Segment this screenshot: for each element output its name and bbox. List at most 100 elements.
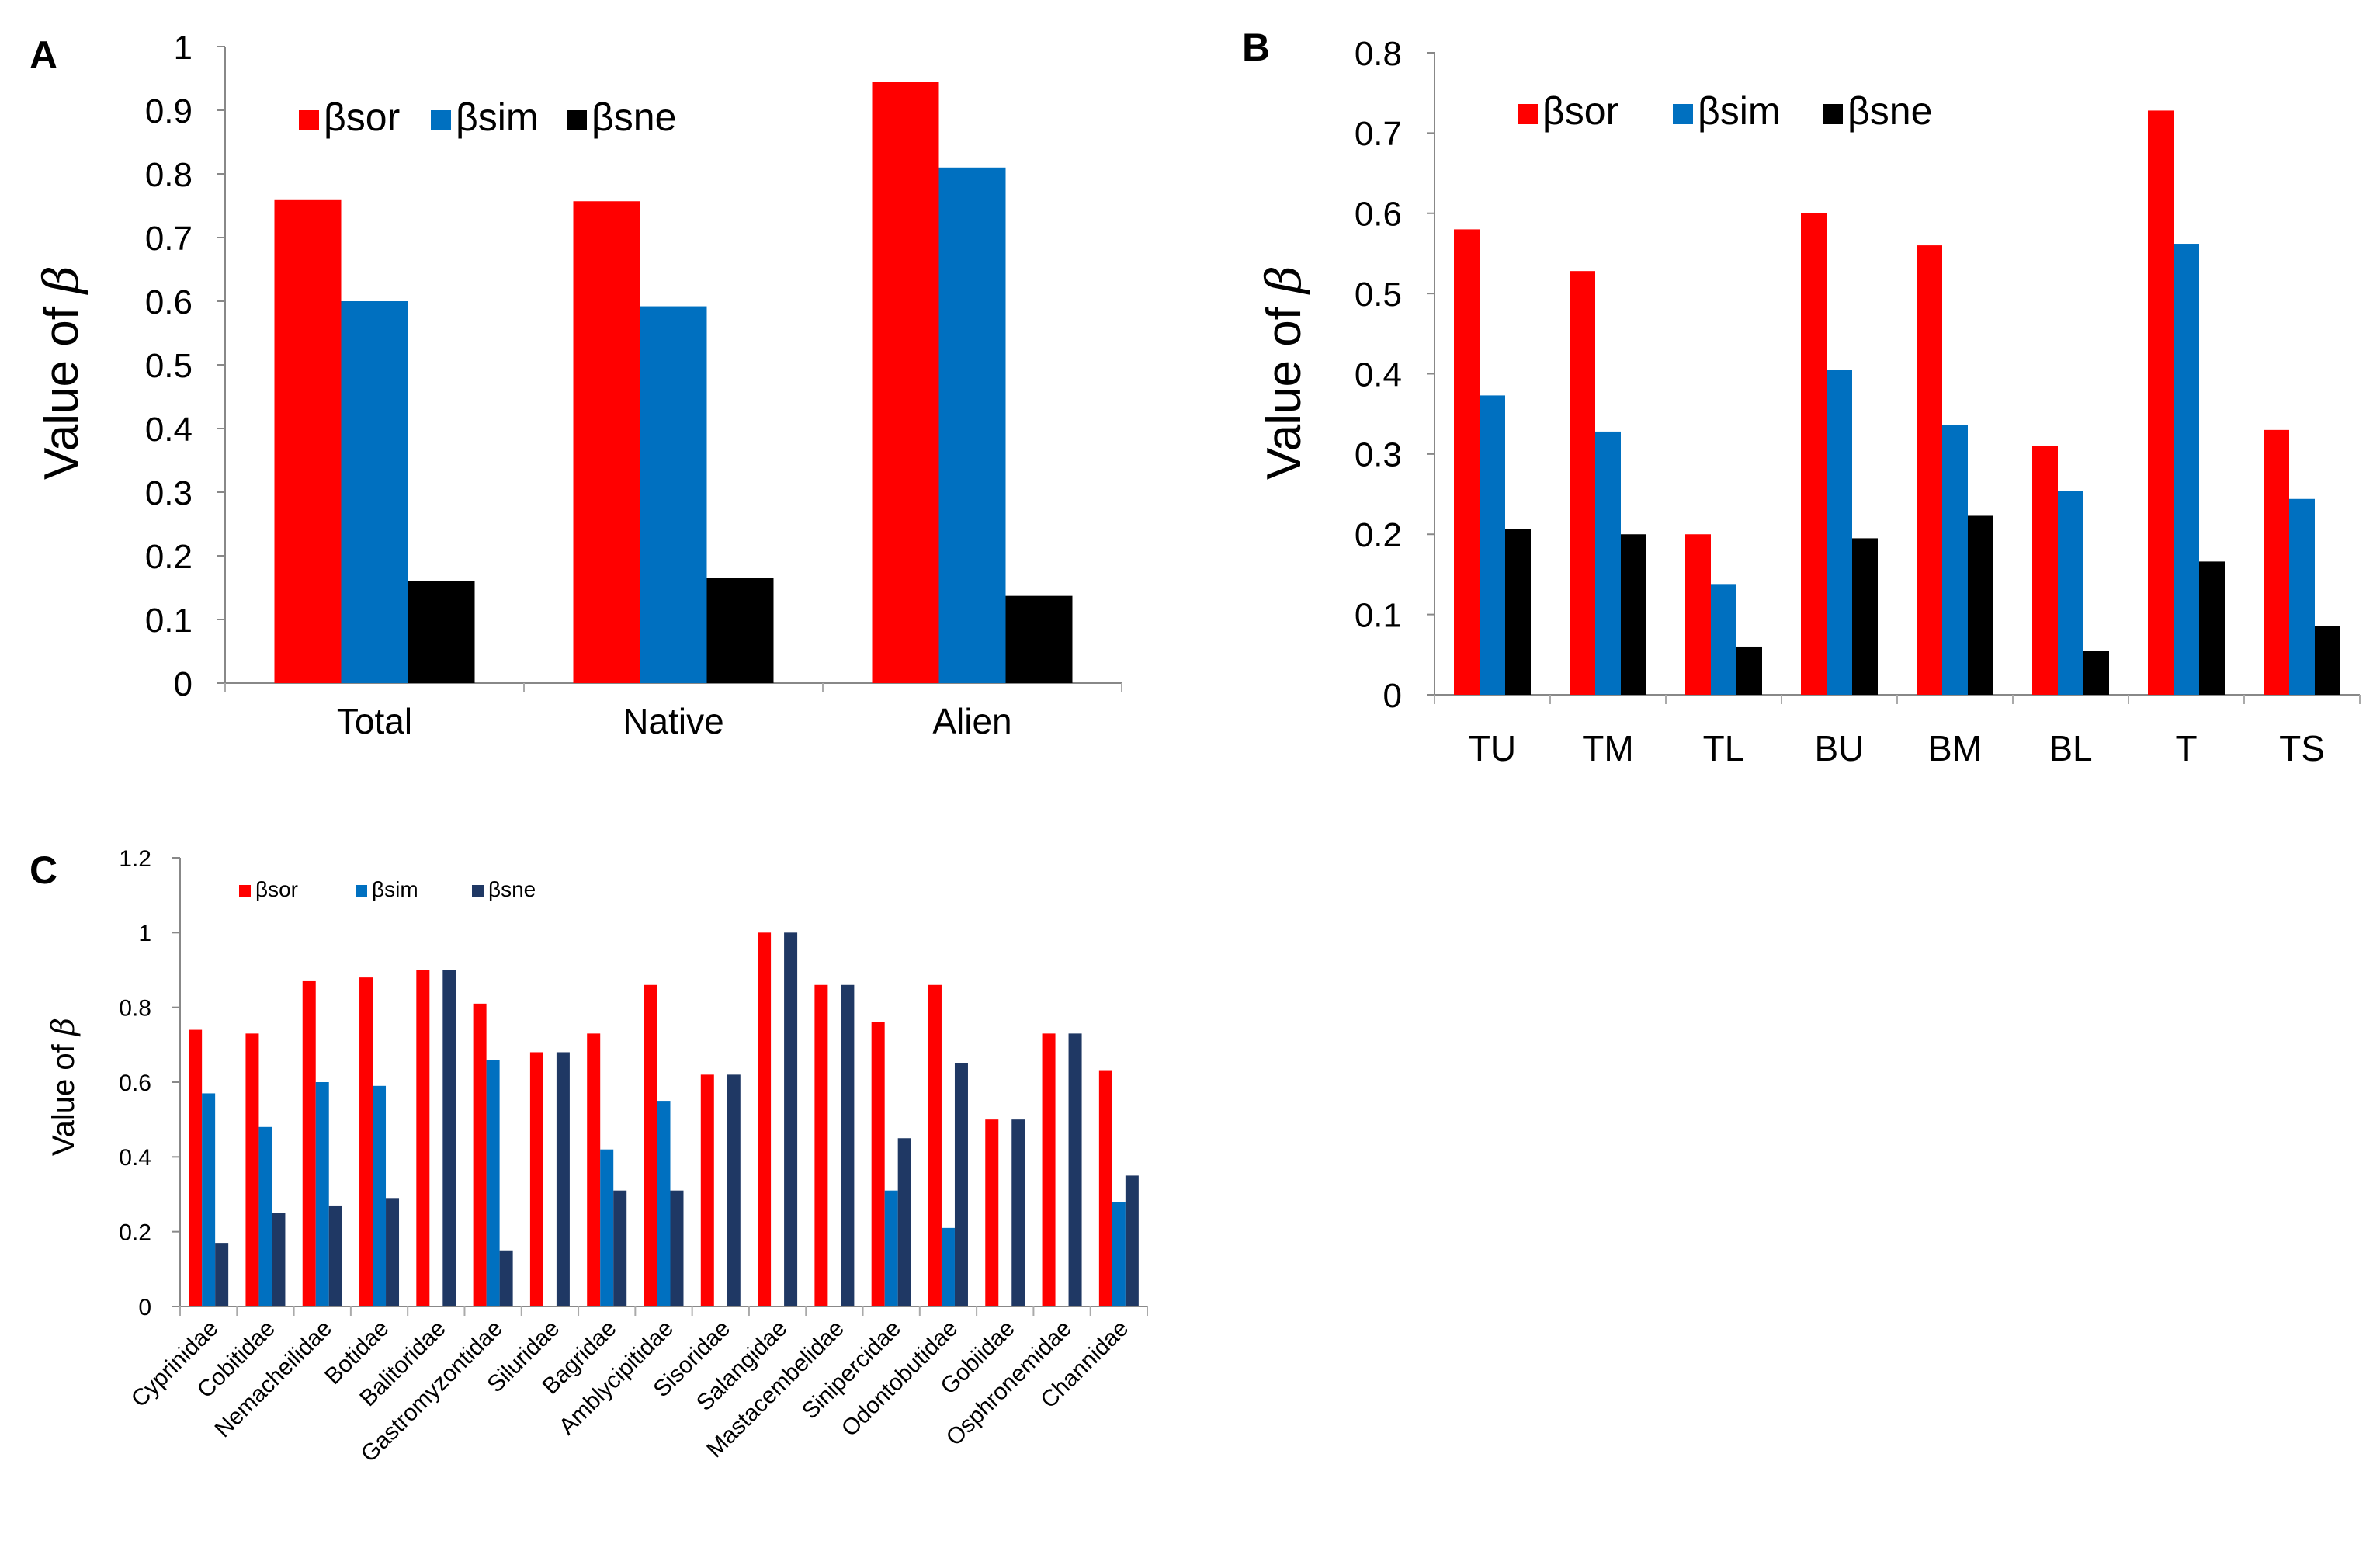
panel-label: C — [29, 848, 57, 892]
x-category-label: Total — [337, 701, 412, 741]
y-tick-label: 0.6 — [145, 283, 193, 321]
bar-sne — [1125, 1175, 1139, 1306]
bar-sor — [274, 199, 342, 683]
legend-swatch — [567, 110, 587, 130]
bar-sor — [1454, 229, 1480, 695]
bar-sor — [1917, 245, 1942, 696]
bar-sne — [499, 1250, 513, 1306]
x-category-label: BU — [1815, 728, 1865, 769]
x-category-label: TU — [1469, 728, 1516, 769]
y-tick-label: 0 — [1383, 677, 1402, 715]
y-tick-label: 0.1 — [1355, 596, 1402, 634]
y-tick-label: 0.5 — [145, 347, 193, 385]
bar-sne — [386, 1198, 400, 1306]
bar-sim — [640, 306, 707, 683]
y-tick-label: 0.8 — [119, 995, 151, 1021]
bar-sor — [758, 932, 772, 1306]
bar-sne — [784, 932, 798, 1306]
y-tick-label: 0.4 — [1355, 356, 1402, 394]
y-tick-label: 0.4 — [119, 1145, 151, 1171]
bar-sne — [954, 1063, 968, 1306]
bar-sne — [2083, 651, 2109, 695]
bar-sor — [1042, 1033, 1056, 1306]
bar-sne — [727, 1074, 741, 1306]
bar-sor — [872, 82, 939, 684]
y-tick-label: 0.2 — [1355, 516, 1402, 554]
bar-sne — [841, 984, 855, 1306]
legend-label: βsne — [1847, 89, 1932, 133]
legend-label: βsim — [1698, 89, 1781, 133]
bar-sne — [897, 1138, 911, 1306]
bar-sim — [1942, 425, 1968, 695]
panel-label: B — [1242, 26, 1270, 69]
legend-label: βsor — [324, 95, 400, 139]
bar-sim — [938, 167, 1006, 684]
bar-sor — [871, 1022, 885, 1306]
y-tick-label: 1 — [174, 29, 193, 67]
bar-sor — [2148, 110, 2174, 695]
bar-sim — [258, 1126, 272, 1306]
y-tick-label: 0.8 — [1355, 35, 1402, 73]
y-axis-label-symbol: β — [33, 265, 89, 295]
x-category-label: Native — [623, 701, 723, 741]
x-category-label: TL — [1703, 728, 1745, 769]
x-category-label: TS — [2279, 728, 2325, 769]
bar-sim — [1711, 584, 1736, 695]
x-category-label: T — [2175, 728, 2197, 769]
y-tick-label: 0.9 — [145, 92, 193, 130]
legend-swatch — [1823, 104, 1843, 124]
y-tick-label: 0.6 — [119, 1070, 151, 1096]
legend-swatch — [239, 885, 251, 897]
bar-sor — [1570, 271, 1595, 695]
bar-sor — [529, 1052, 543, 1306]
legend-label: βsim — [456, 95, 539, 139]
bar-sne — [1852, 538, 1878, 695]
bar-sor — [245, 1033, 259, 1306]
y-axis-label: Value of β — [46, 1018, 82, 1156]
bar-sim — [884, 1190, 898, 1306]
bar-sne — [1505, 529, 1531, 695]
bar-sne — [442, 970, 456, 1306]
bar-sor — [644, 984, 657, 1306]
bar-sne — [556, 1052, 570, 1306]
bar-sne — [2199, 561, 2225, 695]
bar-sim — [373, 1085, 387, 1306]
x-category-label: BL — [2049, 728, 2092, 769]
bar-sne — [1621, 534, 1646, 695]
bar-sim — [202, 1093, 216, 1306]
bar-sim — [2174, 244, 2199, 696]
y-tick-label: 0.5 — [1355, 276, 1402, 314]
bar-sor — [1098, 1070, 1112, 1306]
legend-swatch — [356, 885, 367, 897]
bar-sor — [587, 1033, 601, 1306]
bar-sor — [700, 1074, 714, 1306]
legend-label: βsor — [1542, 89, 1618, 133]
bar-sor — [1685, 534, 1711, 695]
bar-sor — [189, 1029, 203, 1306]
bar-sim — [2058, 491, 2083, 695]
panel-a: A 0 0.1 0.2 0.3 0.4 0.5 0.6 0.7 0.8 0.9 1 Value of β… — [29, 29, 1122, 741]
y-tick-label: 0.2 — [145, 538, 193, 576]
bar-sne — [2315, 626, 2340, 695]
bar-sor — [302, 980, 316, 1306]
y-tick-label: 0.6 — [1355, 196, 1402, 234]
bar-sim — [1595, 431, 1621, 695]
bar-sim — [2289, 498, 2315, 695]
y-axis-label: Value of β — [33, 265, 89, 480]
y-axis-label-symbol: β — [46, 1018, 82, 1037]
bar-sor — [814, 984, 828, 1306]
y-tick-label: 0.7 — [1355, 115, 1402, 153]
legend-label: βsim — [372, 877, 418, 901]
bar-sne — [328, 1205, 342, 1306]
y-tick-label: 0 — [138, 1295, 151, 1320]
legend-label: βsne — [592, 95, 676, 139]
legend-swatch — [1673, 104, 1693, 124]
bar-sne — [1068, 1033, 1082, 1306]
y-axis-label-symbol: β — [1255, 265, 1312, 295]
bar-sim — [1480, 395, 1505, 695]
bar-sor — [473, 1003, 487, 1306]
bar-sne — [215, 1243, 229, 1306]
y-tick-label: 0.7 — [145, 220, 193, 258]
y-tick-label: 0.3 — [145, 474, 193, 512]
